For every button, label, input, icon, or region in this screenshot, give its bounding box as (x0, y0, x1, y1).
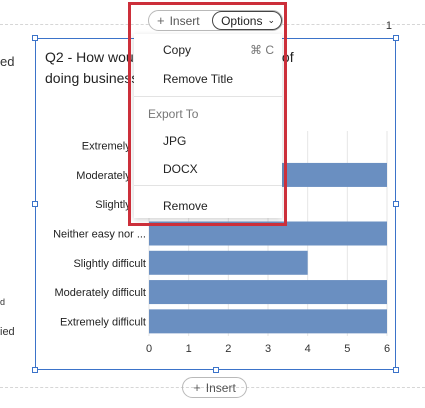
menu-divider (134, 185, 282, 186)
x-tick-label: 2 (225, 343, 231, 355)
options-label: Options (221, 13, 263, 28)
chart-title-part: Q2 - How wou (45, 49, 134, 65)
menu-item-label: JPG (163, 134, 187, 148)
x-tick-label: 6 (384, 343, 390, 355)
options-menu: Copy ⌘ C Remove Title Export To JPG DOCX… (134, 34, 282, 218)
widget-toolbar: + Insert Options ⌄ (148, 10, 283, 31)
bottom-insert-button[interactable]: + Insert (182, 377, 247, 398)
page-guide-bottom (0, 387, 425, 388)
menu-item-remove-title[interactable]: Remove Title (163, 72, 233, 86)
resize-handle-sw[interactable] (32, 367, 38, 373)
category-label: Extremely difficult (60, 316, 146, 328)
x-tick-label: 4 (305, 343, 311, 355)
menu-item-copy[interactable]: Copy (163, 43, 191, 57)
x-tick-label: 5 (344, 343, 350, 355)
resize-handle-ne[interactable] (393, 35, 399, 41)
plus-icon: + (193, 380, 201, 395)
menu-item-export-docx[interactable]: DOCX (163, 162, 198, 176)
chevron-down-icon: ⌄ (267, 15, 275, 25)
resize-handle-nw[interactable] (32, 35, 38, 41)
copy-shortcut: ⌘ C (250, 43, 274, 57)
x-tick-label: 3 (265, 343, 271, 355)
resize-handle-se[interactable] (393, 367, 399, 373)
page-number: 1 (385, 20, 392, 32)
insert-button[interactable]: + Insert (149, 13, 212, 28)
menu-item-label: Remove (163, 199, 208, 213)
menu-item-label: Remove Title (163, 72, 234, 86)
left-column-fragment: d (0, 297, 6, 307)
menu-divider (134, 96, 282, 97)
category-label: Neither easy nor ... (53, 229, 146, 241)
menu-item-remove[interactable]: Remove (163, 199, 208, 213)
category-label: Slightly difficult (73, 258, 146, 270)
x-tick-label: 1 (186, 343, 192, 355)
menu-item-label: DOCX (163, 162, 198, 176)
left-column-fragment: ed (0, 54, 15, 69)
bar (149, 221, 387, 246)
plus-icon: + (157, 13, 165, 28)
menu-item-export-jpg[interactable]: JPG (163, 134, 186, 148)
resize-handle-w[interactable] (32, 201, 38, 207)
resize-handle-s[interactable] (213, 367, 219, 373)
insert-label: Insert (169, 13, 200, 28)
chart-title-part: doing business (45, 70, 139, 86)
options-button[interactable]: Options ⌄ (212, 11, 282, 30)
insert-label: Insert (205, 380, 236, 395)
category-label: Moderately difficult (54, 287, 146, 299)
left-column-fragment: ied (0, 326, 15, 338)
bar (149, 280, 387, 305)
category-label: Slightly ea (95, 199, 147, 211)
bar (149, 309, 387, 334)
bar (149, 250, 308, 275)
export-section-header: Export To (148, 107, 199, 121)
menu-item-label: Copy (163, 43, 192, 57)
resize-handle-e[interactable] (393, 201, 399, 207)
x-tick-label: 0 (146, 343, 152, 355)
